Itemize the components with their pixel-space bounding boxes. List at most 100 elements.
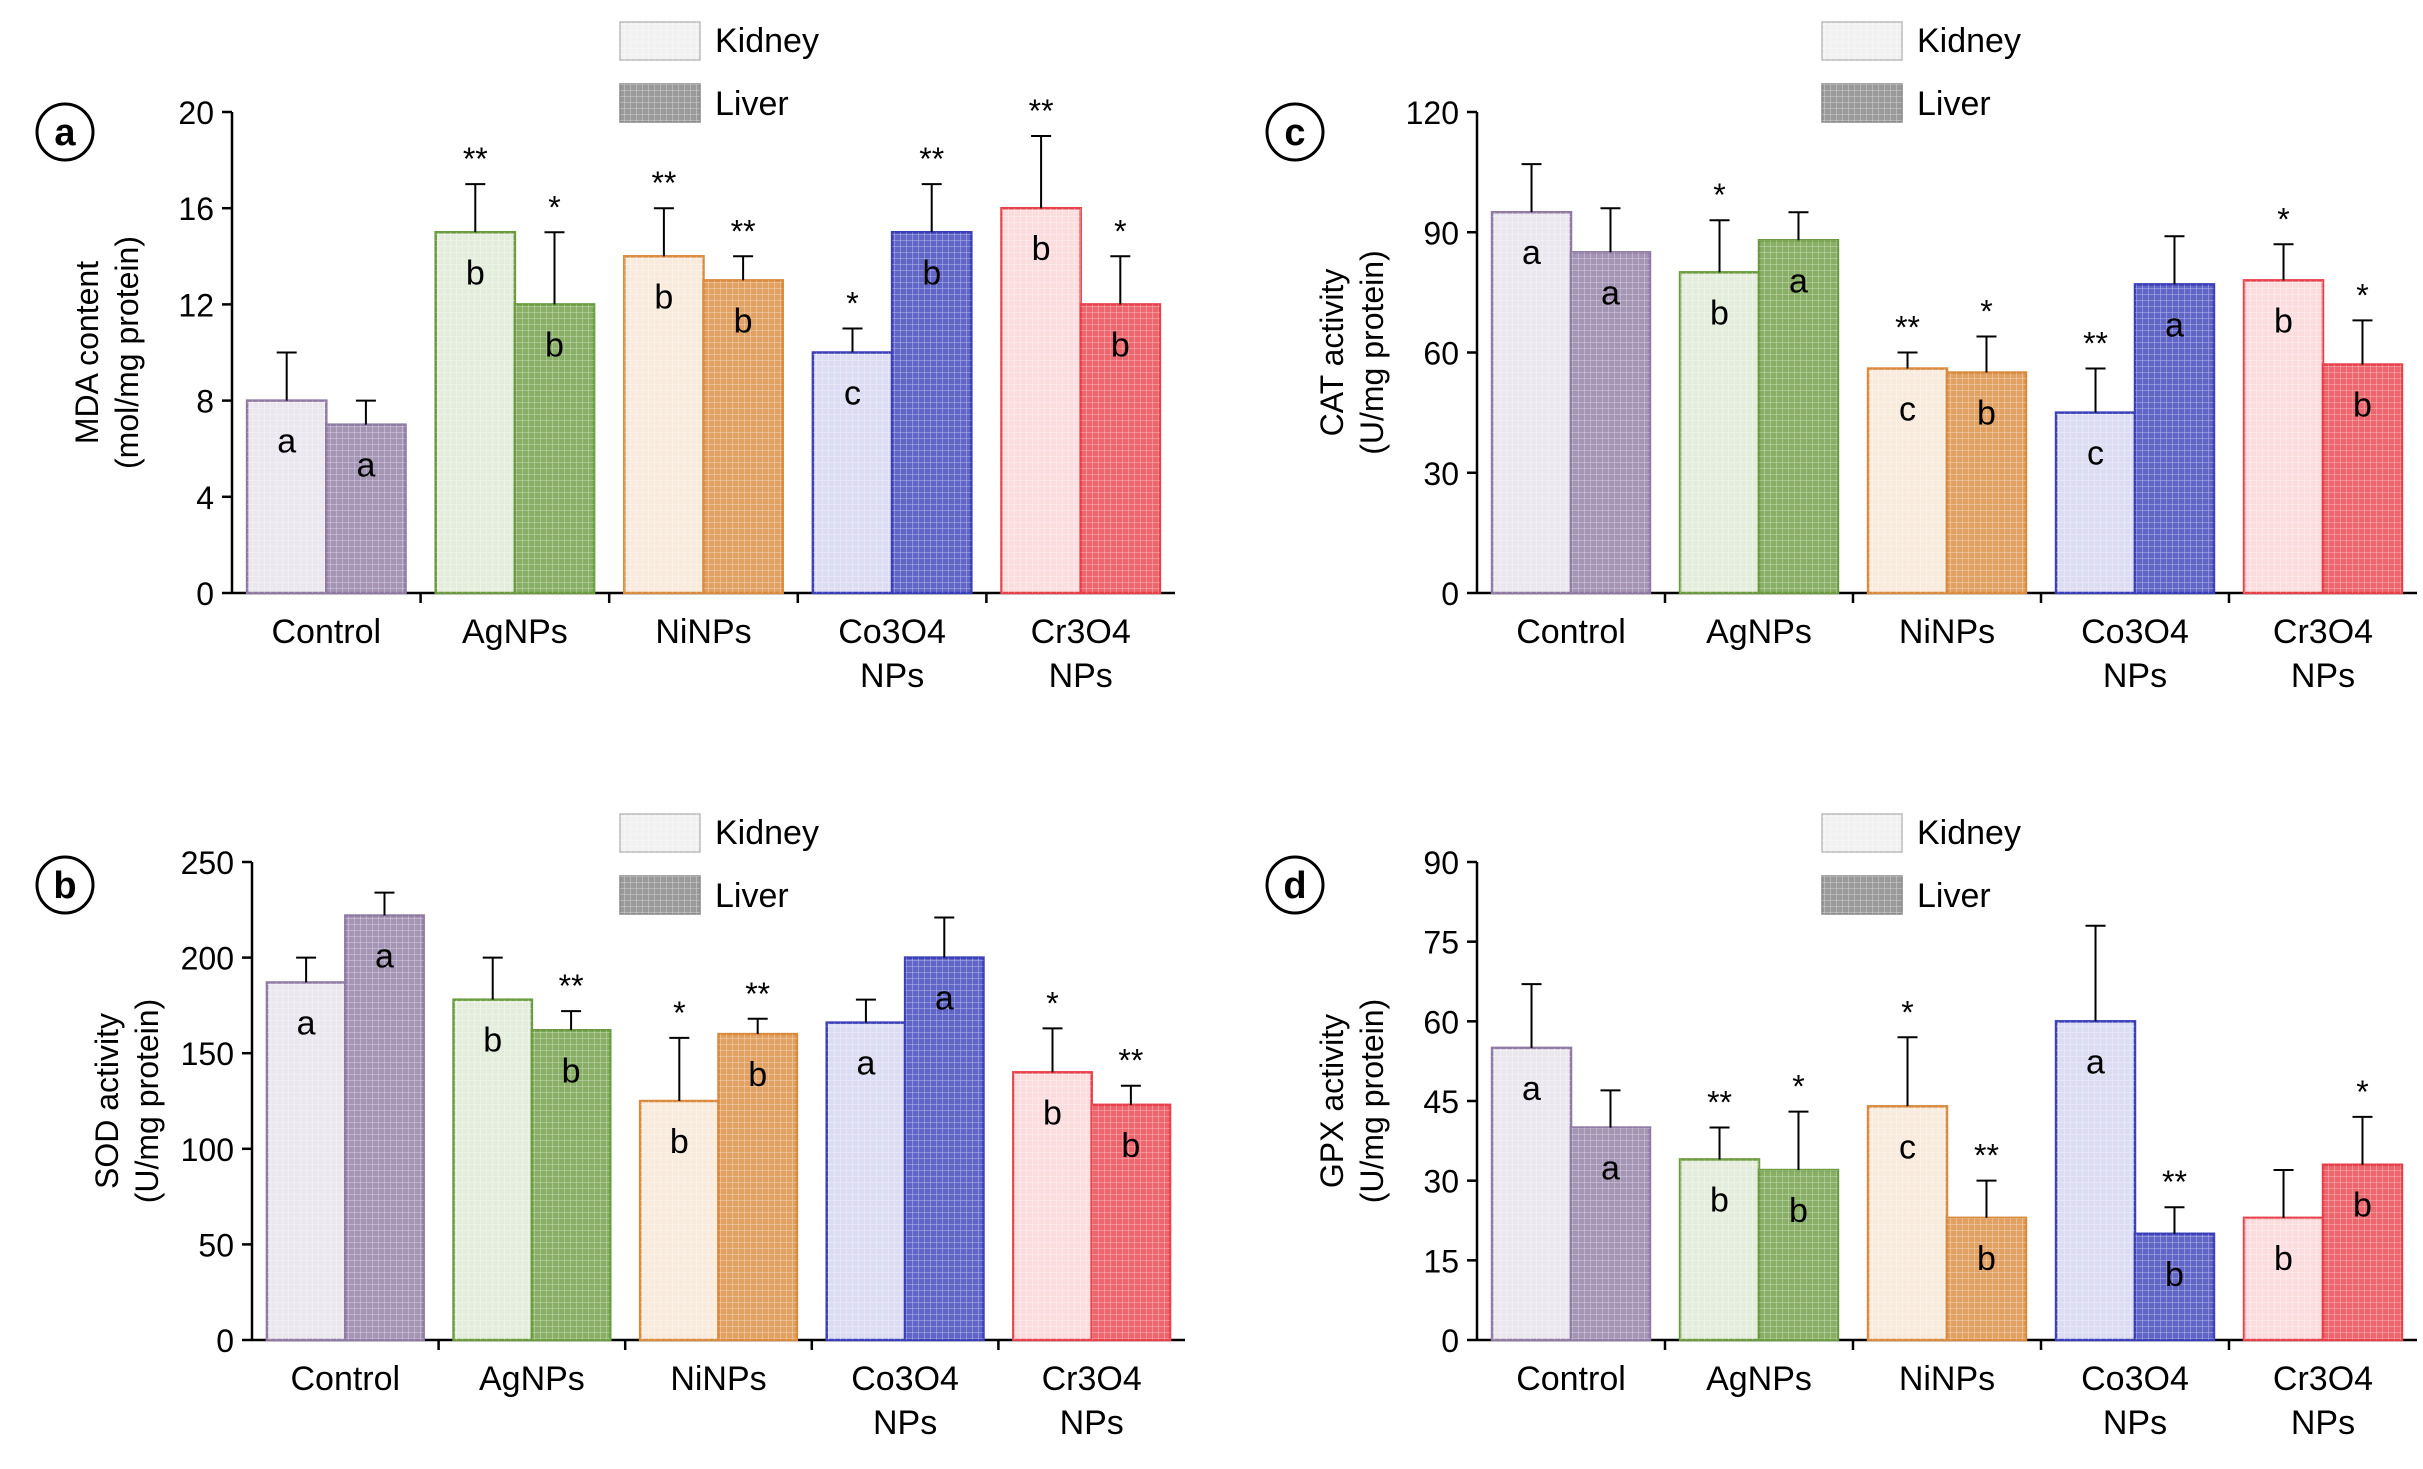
group-letter: c bbox=[2087, 435, 2104, 473]
group-letter: b bbox=[1977, 1240, 1996, 1278]
group-letter: c bbox=[1899, 1128, 1916, 1166]
panel-label: b bbox=[53, 865, 76, 907]
y-tick-label: 75 bbox=[1423, 925, 1459, 961]
panel-label: c bbox=[1284, 112, 1305, 154]
x-tick-label: AgNPs bbox=[1706, 613, 1812, 651]
x-tick-label: Co3O4 bbox=[2081, 1360, 2189, 1398]
bar-texture bbox=[624, 256, 704, 593]
group-letter: a bbox=[297, 1004, 316, 1042]
group-letter: b bbox=[748, 1056, 767, 1094]
legend: Kidney Liver bbox=[619, 21, 819, 123]
bar-texture bbox=[2244, 280, 2323, 593]
group-letter: b bbox=[2353, 1187, 2372, 1225]
x-tick-label: AgNPs bbox=[462, 613, 568, 651]
panel-label-circle bbox=[1265, 855, 1325, 915]
y-tick-label: 30 bbox=[1423, 1164, 1459, 1200]
panel-label: a bbox=[54, 112, 76, 154]
y-tick-label: 0 bbox=[1441, 1323, 1459, 1359]
legend: Kidney Liver bbox=[1821, 813, 2021, 915]
group-letter: b bbox=[562, 1052, 581, 1090]
x-tick-label: NiNPs bbox=[670, 1360, 766, 1398]
bar-texture bbox=[812, 352, 893, 593]
x-tick-label: Co3O4 bbox=[2081, 613, 2189, 651]
group-letter: b bbox=[1977, 395, 1996, 433]
significance-stars: * bbox=[1114, 213, 1126, 249]
legend: Kidney Liver bbox=[1821, 21, 2021, 123]
legend-kidney-label: Kidney bbox=[1917, 814, 2021, 852]
bar-texture bbox=[1492, 212, 1571, 594]
significance-stars: ** bbox=[731, 213, 756, 249]
group-letter: a bbox=[2086, 1043, 2105, 1081]
bar-texture bbox=[514, 304, 595, 593]
x-tick-label: Control bbox=[290, 1360, 400, 1398]
bar-texture bbox=[266, 982, 346, 1340]
significance-stars: ** bbox=[1895, 310, 1920, 346]
group-letter: b bbox=[483, 1022, 502, 1060]
group-letter: b bbox=[654, 278, 673, 316]
y-axis-title: GPX activity bbox=[1314, 1014, 1350, 1188]
y-tick-label: 4 bbox=[196, 480, 214, 516]
bar-texture bbox=[2056, 1021, 2135, 1340]
significance-stars: * bbox=[2356, 277, 2368, 313]
bar-texture bbox=[1947, 372, 2026, 593]
y-tick-label: 16 bbox=[178, 191, 214, 227]
y-tick-label: 45 bbox=[1423, 1084, 1459, 1120]
legend-kidney-label: Kidney bbox=[715, 22, 819, 60]
group-letter: b bbox=[466, 254, 485, 292]
bar-texture bbox=[1759, 240, 1838, 593]
bar-texture bbox=[326, 424, 406, 593]
y-axis-unit: (U/mg protein) bbox=[129, 999, 165, 1204]
bar-texture bbox=[1001, 208, 1081, 593]
y-axis-unit: (U/mg protein) bbox=[1354, 250, 1390, 455]
legend-swatch-texture bbox=[620, 84, 700, 122]
significance-stars: * bbox=[1046, 985, 1058, 1021]
group-letter: c bbox=[1899, 391, 1916, 429]
bar-texture bbox=[905, 957, 984, 1340]
bar-texture bbox=[2135, 1233, 2214, 1340]
significance-stars: ** bbox=[2083, 326, 2108, 362]
significance-stars: * bbox=[1901, 994, 1913, 1030]
y-tick-label: 0 bbox=[216, 1323, 234, 1359]
y-tick-label: 90 bbox=[1423, 215, 1459, 251]
significance-stars: ** bbox=[919, 141, 944, 177]
group-letter: b bbox=[670, 1123, 689, 1161]
legend-swatch-texture bbox=[620, 814, 700, 852]
bar-texture bbox=[1947, 1217, 2026, 1340]
x-tick-label: Cr3O4 bbox=[2273, 1360, 2373, 1398]
y-axis-title: SOD activity bbox=[89, 1013, 125, 1189]
bar-texture bbox=[1013, 1072, 1092, 1340]
y-tick-label: 30 bbox=[1423, 456, 1459, 492]
group-letter: a bbox=[375, 938, 394, 976]
x-tick-label: NiNPs bbox=[1899, 613, 1995, 651]
group-letter: b bbox=[1710, 294, 1729, 332]
panel-a: a MDA content (mol/mg protein) 0 4 8 12 16 20 Con… bbox=[35, 21, 1175, 695]
y-axis-unit: (U/mg protein) bbox=[1354, 999, 1390, 1204]
group-letter: b bbox=[1789, 1192, 1808, 1230]
x-tick-label: Co3O4 bbox=[851, 1360, 959, 1398]
bar-texture bbox=[2323, 1164, 2402, 1340]
bar-texture bbox=[345, 915, 424, 1340]
significance-stars: * bbox=[846, 285, 858, 321]
bar-texture bbox=[2244, 1217, 2323, 1340]
bar-texture bbox=[1868, 368, 1947, 593]
y-tick-label: 0 bbox=[1441, 576, 1459, 612]
bar-texture bbox=[2323, 364, 2402, 593]
group-letter: b bbox=[2165, 1256, 2184, 1294]
bar-texture bbox=[531, 1030, 611, 1340]
bar-texture bbox=[640, 1101, 719, 1340]
bar-texture bbox=[1571, 1127, 1650, 1340]
group-letter: a bbox=[1601, 274, 1620, 312]
y-tick-label: 100 bbox=[181, 1132, 234, 1168]
group-letter: b bbox=[734, 302, 753, 340]
x-tick-label: Co3O4 bbox=[838, 613, 946, 651]
y-tick-label: 0 bbox=[196, 576, 214, 612]
group-letter: a bbox=[356, 447, 375, 485]
significance-stars: ** bbox=[2162, 1164, 2187, 1200]
group-letter: b bbox=[2274, 1240, 2293, 1278]
y-tick-label: 15 bbox=[1423, 1243, 1459, 1279]
group-letter: a bbox=[935, 980, 954, 1018]
y-axis-label: GPX activity (U/mg protein) bbox=[1314, 999, 1390, 1204]
bar-texture bbox=[2056, 412, 2135, 593]
group-letter: b bbox=[1043, 1094, 1062, 1132]
legend-kidney-label: Kidney bbox=[715, 814, 819, 852]
